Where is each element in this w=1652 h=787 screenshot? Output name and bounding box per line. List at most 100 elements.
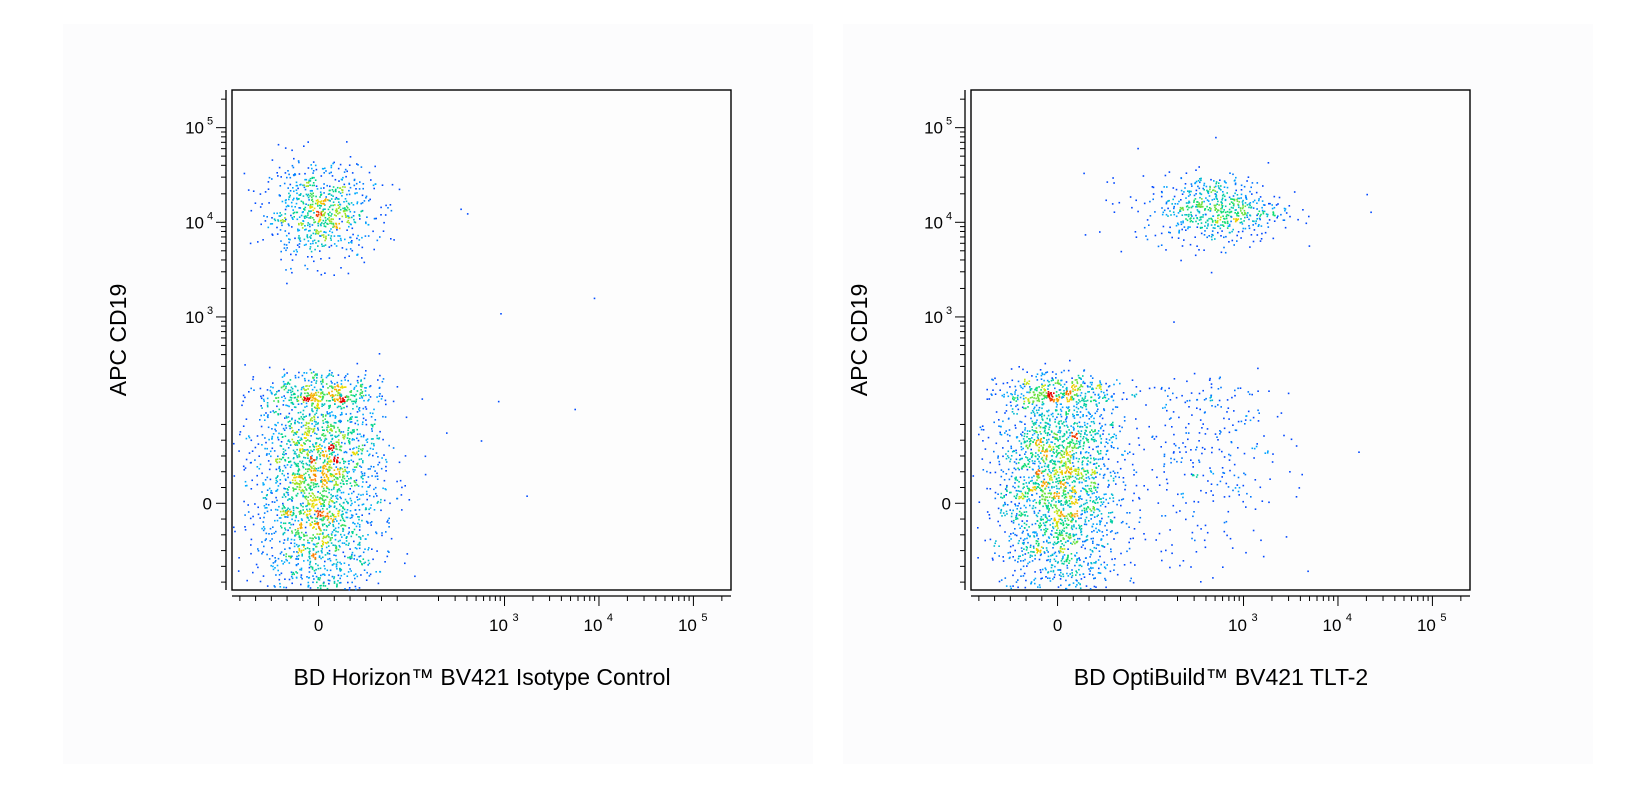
data-point <box>305 372 308 374</box>
data-point <box>322 505 325 507</box>
data-point <box>1000 469 1003 471</box>
data-point <box>295 433 298 435</box>
data-point <box>334 550 337 552</box>
data-point <box>322 483 324 485</box>
data-point <box>1070 536 1072 539</box>
data-point <box>323 429 325 432</box>
data-point <box>242 465 245 468</box>
data-point <box>316 456 318 458</box>
data-point <box>323 476 326 479</box>
data-point <box>337 540 340 543</box>
data-point <box>360 166 363 168</box>
data-point <box>280 214 283 216</box>
data-point <box>380 509 382 512</box>
data-point <box>282 427 285 430</box>
data-point <box>1112 399 1115 402</box>
data-point <box>287 494 290 496</box>
data-point <box>1173 207 1175 210</box>
data-point <box>266 216 268 218</box>
data-point <box>309 537 311 539</box>
data-point <box>283 388 286 391</box>
data-point <box>290 201 293 204</box>
data-point <box>319 533 322 535</box>
data-point <box>347 219 350 222</box>
data-point <box>361 383 364 386</box>
data-point <box>338 472 341 475</box>
data-point <box>1071 517 1074 520</box>
data-point <box>307 400 309 402</box>
data-point <box>312 493 314 495</box>
data-point <box>331 449 334 452</box>
data-point <box>1036 386 1038 389</box>
data-point <box>1040 458 1043 460</box>
data-point <box>257 443 260 445</box>
data-point <box>1066 397 1068 399</box>
data-point <box>334 518 337 520</box>
data-point <box>294 473 296 475</box>
data-point <box>1184 214 1186 216</box>
data-point <box>365 197 367 199</box>
data-point <box>328 246 331 248</box>
data-point <box>382 230 385 232</box>
data-point <box>1050 413 1053 416</box>
data-point <box>303 244 306 246</box>
data-point <box>295 558 298 560</box>
data-point <box>303 480 306 483</box>
data-point <box>1042 522 1045 524</box>
data-point <box>326 541 329 543</box>
data-point <box>306 516 309 519</box>
data-point <box>1080 384 1082 386</box>
data-point <box>388 444 390 447</box>
data-point <box>348 193 351 196</box>
data-point <box>317 587 319 589</box>
data-point <box>1072 442 1075 444</box>
density-dots <box>233 141 596 591</box>
data-point <box>1220 207 1222 210</box>
data-point <box>261 552 263 555</box>
data-point <box>347 429 349 432</box>
data-point <box>1240 189 1243 191</box>
data-point <box>283 554 285 556</box>
data-point <box>312 482 315 484</box>
data-point <box>1263 210 1266 213</box>
data-point <box>310 399 313 402</box>
data-point <box>374 470 376 472</box>
data-point <box>1054 472 1057 474</box>
data-point <box>329 569 332 572</box>
data-point <box>1072 397 1075 400</box>
data-point <box>328 579 331 582</box>
data-point <box>1046 540 1048 543</box>
data-point <box>1021 525 1023 527</box>
data-point <box>283 375 286 377</box>
data-point <box>1018 502 1020 505</box>
data-point <box>414 575 416 578</box>
data-point <box>300 224 303 226</box>
x-tick-label: 0 <box>314 616 323 635</box>
data-point <box>350 454 353 457</box>
data-point <box>1232 198 1235 201</box>
data-point <box>1011 408 1014 410</box>
data-point <box>337 548 340 551</box>
data-point <box>997 520 999 523</box>
data-point <box>316 230 319 232</box>
data-point <box>358 555 360 558</box>
data-point <box>376 550 378 552</box>
data-point <box>1082 488 1085 490</box>
data-point <box>280 176 282 178</box>
data-point <box>295 184 298 187</box>
data-point <box>302 490 305 493</box>
data-point <box>1224 251 1227 254</box>
data-point <box>353 430 355 433</box>
data-point <box>301 555 303 557</box>
data-point <box>332 162 334 165</box>
data-point <box>1135 484 1138 487</box>
data-point <box>250 209 253 212</box>
data-point <box>1096 508 1098 510</box>
data-point <box>361 202 364 204</box>
data-point <box>268 176 271 179</box>
data-point <box>380 498 382 501</box>
data-point <box>352 431 354 433</box>
data-point <box>365 439 368 441</box>
data-point <box>390 537 393 540</box>
data-point <box>1208 195 1211 197</box>
